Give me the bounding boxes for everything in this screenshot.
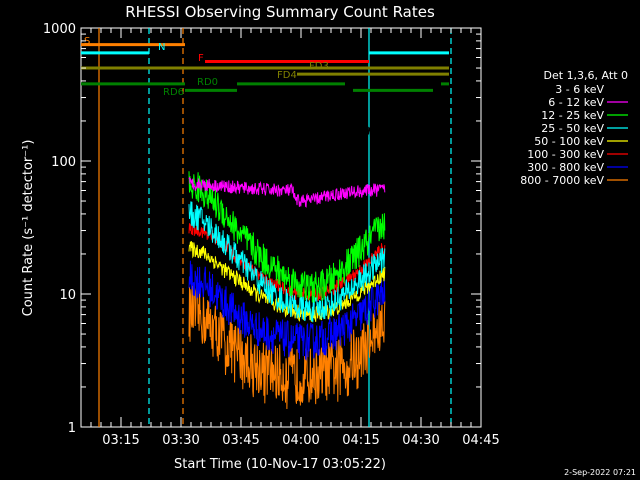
x-axis-title: Start Time (10-Nov-17 03:05:22) bbox=[174, 457, 386, 472]
y-tick-label-2: 100 bbox=[51, 155, 76, 170]
x-tick-label-1: 03:30 bbox=[162, 433, 199, 448]
legend-title: Det 1,3,6, Att 0 bbox=[544, 69, 628, 82]
series-line-6-12-kev bbox=[188, 177, 386, 208]
plot-area: S N F FD3 FD4 RD0 RD6 bbox=[80, 27, 482, 428]
series-line-800-7000-kev bbox=[188, 285, 386, 410]
x-axis: 03:15 03:30 03:45 04:00 04:15 04:30 04:45 bbox=[80, 28, 500, 448]
flag-label-s: S bbox=[84, 36, 90, 47]
x-tick-label-2: 03:45 bbox=[222, 433, 259, 448]
legend-label-0: 3 - 6 keV bbox=[555, 83, 604, 96]
x-tick-label-4: 04:15 bbox=[342, 433, 379, 448]
legend-label-4: 50 - 100 keV bbox=[534, 135, 604, 148]
flag-label-fd3: FD3 bbox=[309, 61, 329, 72]
series-line-300-800-kev bbox=[188, 260, 386, 361]
series-line-25-50-kev bbox=[188, 201, 386, 323]
y-tick-label-1: 10 bbox=[59, 288, 76, 303]
flag-label-fd4: FD4 bbox=[277, 70, 297, 81]
x-tick-label-3: 04:00 bbox=[282, 433, 319, 448]
x-tick-label-5: 04:30 bbox=[402, 433, 439, 448]
y-tick-label-3: 1000 bbox=[43, 22, 76, 37]
legend-label-6: 300 - 800 keV bbox=[527, 161, 604, 174]
legend-label-7: 800 - 7000 keV bbox=[520, 174, 604, 187]
flag-label-n: N bbox=[158, 42, 165, 53]
series-line-3-6-kev bbox=[188, 108, 387, 170]
y-tick-label-0: 1 bbox=[68, 421, 76, 436]
flag-label-rd6: RD6 bbox=[163, 87, 184, 98]
series-line-12-25-kev bbox=[188, 171, 386, 303]
flag-label-f: F bbox=[198, 53, 204, 64]
x-tick-label-6: 04:45 bbox=[462, 433, 499, 448]
x-tick-label-0: 03:15 bbox=[102, 433, 139, 448]
legend-label-1: 6 - 12 keV bbox=[548, 96, 604, 109]
chart-title: RHESSI Observing Summary Count Rates bbox=[125, 3, 435, 21]
legend-label-2: 12 - 25 keV bbox=[541, 109, 604, 122]
legend-label-5: 100 - 300 keV bbox=[527, 148, 604, 161]
flag-label-rd0: RD0 bbox=[197, 77, 218, 88]
footer-date: 2-Sep-2022 07:21 bbox=[564, 468, 636, 477]
y-axis: 1 10 100 1000 bbox=[43, 22, 481, 436]
y-axis-title: Count Rate (s⁻¹ detector⁻¹) bbox=[21, 140, 36, 317]
legend-label-3: 25 - 50 keV bbox=[541, 122, 604, 135]
